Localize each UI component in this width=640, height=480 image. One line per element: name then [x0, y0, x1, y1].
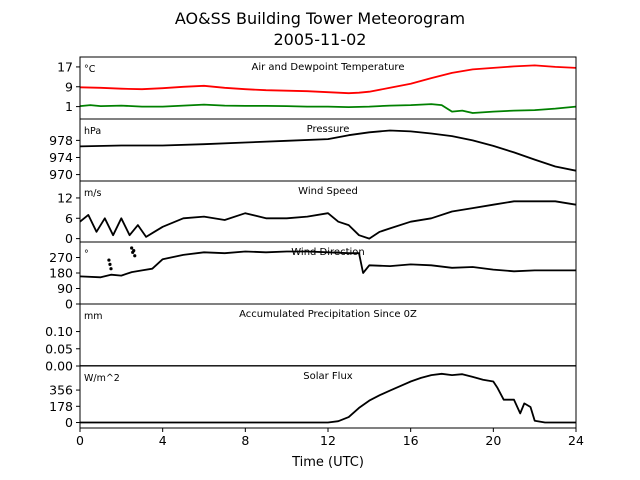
solar-flux-unit-label: W/m^2	[84, 373, 120, 384]
chart-subtitle: 2005-11-02	[274, 30, 367, 49]
wind-direction-scatter-point	[132, 249, 136, 253]
wind-speed-unit-label: m/s	[84, 188, 101, 199]
solar-flux-y-tick-label: 178	[49, 399, 73, 414]
pressure-y-tick-label: 974	[49, 150, 73, 165]
temperature-unit-label: °C	[84, 64, 96, 75]
precipitation-y-tick-label: 0.10	[45, 324, 73, 339]
x-tick-label: 8	[241, 433, 249, 448]
wind-speed-panel-title: Wind Speed	[298, 186, 358, 197]
temperature-series-line-1	[80, 103, 576, 114]
panel-wind-speed: 0 6 12 m/s Wind Speed	[57, 180, 577, 246]
wind-direction-scatter-point	[130, 246, 134, 250]
temperature-series-line-0	[80, 64, 576, 95]
wind-speed-y-tick-label: 6	[65, 211, 73, 226]
pressure-unit-label: hPa	[84, 126, 101, 137]
wind-direction-y-tick-label: 90	[57, 281, 73, 296]
x-tick-label: 4	[159, 433, 167, 448]
panel-precipitation: 0.00 0.05 0.10 mm Accumulated Precipitation …	[45, 303, 577, 374]
pressure-series-line-0	[80, 129, 576, 172]
wind-speed-y-tick-label: 0	[65, 231, 73, 246]
x-tick-label: 20	[485, 433, 501, 448]
chart-title: AO&SS Building Tower Meteorogram	[175, 9, 465, 28]
precipitation-panel-title: Accumulated Precipitation Since 0Z	[239, 309, 417, 320]
panels-layer: 1 9 17 °C Air and Dewpoint Temperature 970 974…	[45, 56, 577, 432]
pressure-y-tick-label: 970	[49, 167, 73, 182]
wind-direction-scatter-point	[108, 262, 112, 266]
x-axis: 0 4 8 12 16 20 24	[76, 433, 584, 448]
x-tick-label: 0	[76, 433, 84, 448]
wind-speed-y-tick-label: 12	[57, 190, 73, 205]
wind-direction-panel-title: Wind Direction	[291, 247, 365, 258]
precipitation-unit-label: mm	[84, 311, 103, 322]
precipitation-y-tick-label: 0.05	[45, 341, 73, 356]
temperature-panel-title: Air and Dewpoint Temperature	[252, 62, 405, 73]
wind-direction-y-tick-label: 0	[65, 297, 73, 312]
panel-pressure: 970 974 978 hPa Pressure	[49, 118, 577, 182]
x-axis-label: Time (UTC)	[291, 455, 364, 470]
wind-direction-scatter-point	[109, 267, 113, 271]
wind-direction-y-tick-label: 180	[49, 266, 73, 281]
temperature-y-tick-label: 1	[65, 99, 73, 114]
temperature-y-tick-label: 9	[65, 79, 73, 94]
precipitation-y-tick-label: 0.00	[45, 359, 73, 374]
solar-flux-y-tick-label: 356	[49, 383, 73, 398]
wind-direction-y-tick-label: 270	[49, 250, 73, 265]
solar-flux-y-tick-label: 0	[65, 415, 73, 430]
panel-temperature: 1 9 17 °C Air and Dewpoint Temperature	[57, 56, 577, 120]
wind-direction-unit-label: °	[84, 249, 89, 260]
x-tick-label: 12	[320, 433, 336, 448]
solar-flux-panel-title: Solar Flux	[303, 371, 353, 382]
pressure-panel-title: Pressure	[307, 124, 350, 135]
solar-flux-series-line-0	[80, 372, 576, 424]
temperature-y-tick-label: 17	[57, 59, 73, 74]
pressure-y-tick-label: 978	[49, 133, 73, 148]
x-tick-label: 16	[403, 433, 419, 448]
x-tick-label: 24	[568, 433, 584, 448]
wind-direction-series-line-0	[80, 250, 576, 279]
wind-speed-series-line-0	[80, 200, 576, 240]
wind-direction-scatter-point	[133, 254, 137, 258]
wind-direction-scatter-point	[107, 258, 111, 262]
